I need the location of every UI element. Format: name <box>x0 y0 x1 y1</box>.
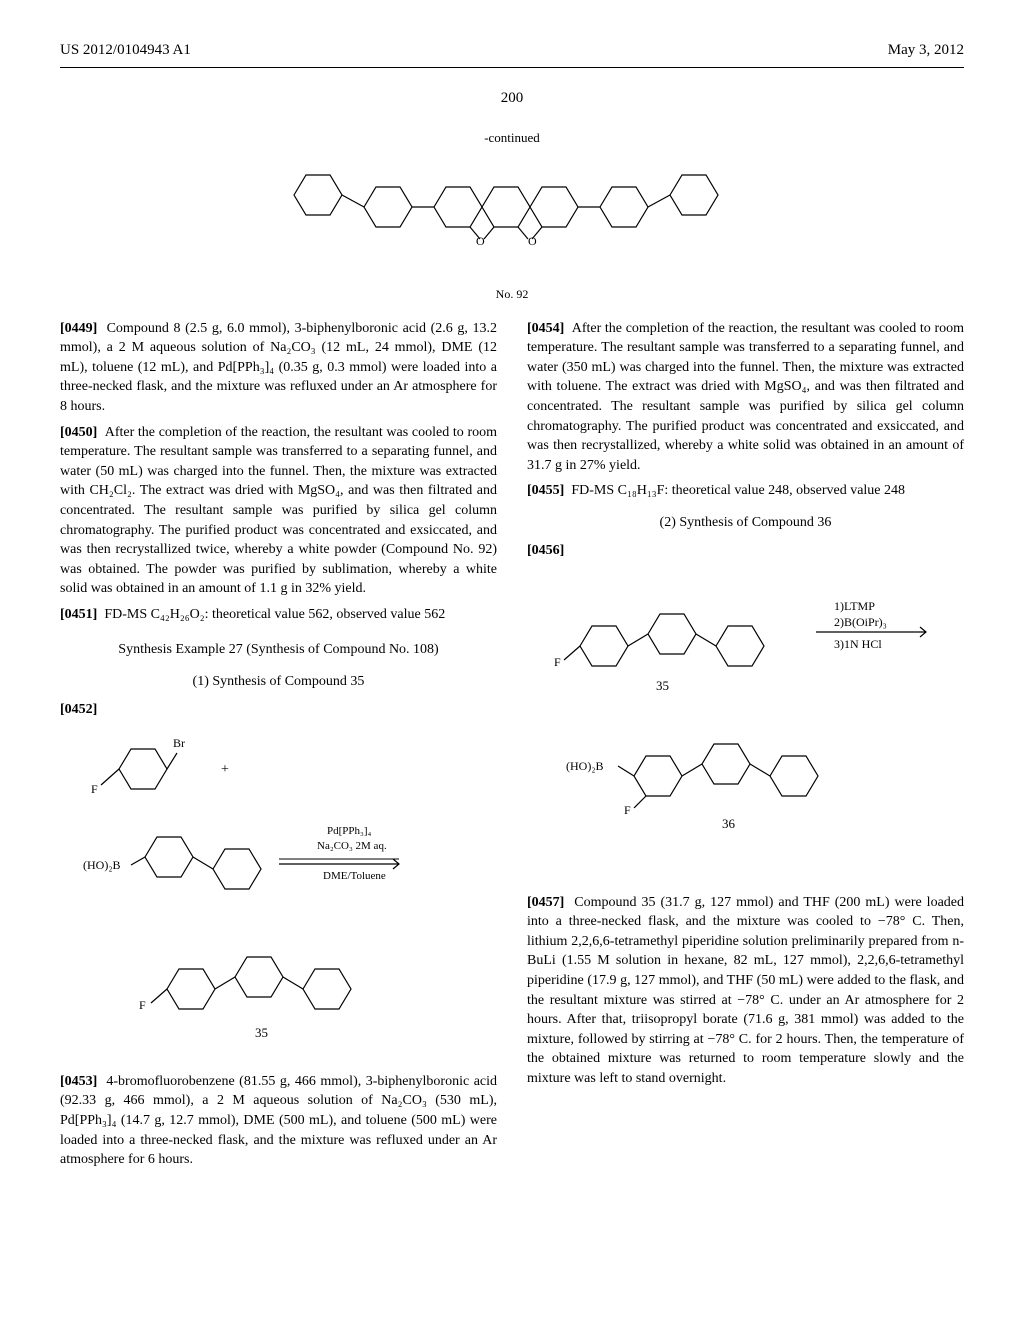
para-text: 4-bromofluorobenzene (81.55 g, 466 mmol)… <box>60 1074 497 1167</box>
svg-text:2)B(OiPr)₃: 2)B(OiPr)₃ <box>834 615 887 629</box>
para-ref: [0454] <box>527 321 564 336</box>
svg-text:36: 36 <box>722 816 736 831</box>
svg-text:Na₂CO₃ 2M aq.: Na₂CO₃ 2M aq. <box>317 840 387 852</box>
para-text: Compound 35 (31.7 g, 127 mmol) and THF (… <box>527 895 964 1086</box>
page-header: US 2012/0104943 A1 May 3, 2012 <box>60 40 964 61</box>
para-text: Compound 8 (2.5 g, 6.0 mmol), 3-biphenyl… <box>60 321 497 414</box>
scheme-35: F Br + (HO)₂B Pd[PPh₃]₄ <box>60 729 497 1056</box>
svg-text:F: F <box>91 782 98 796</box>
subsection-1-title: (1) Synthesis of Compound 35 <box>60 672 497 692</box>
svg-text:1)LTMP: 1)LTMP <box>834 599 875 613</box>
publication-date: May 3, 2012 <box>888 40 964 61</box>
para-text: After the completion of the reaction, th… <box>60 425 497 597</box>
para-text: FD-MS C₄₂H₂₆O₂: theoretical value 562, o… <box>104 607 445 622</box>
compound-92-label: No. 92 <box>60 286 964 303</box>
svg-text:35: 35 <box>255 1025 268 1040</box>
svg-text:(HO)₂B: (HO)₂B <box>566 759 604 773</box>
para-ref: [0451] <box>60 607 97 622</box>
compound-92-structure: O O No. 92 <box>60 157 964 302</box>
para-ref: [0449] <box>60 321 97 336</box>
paragraph-0450: [0450] After the completion of the react… <box>60 423 497 599</box>
svg-text:DME/Toluene: DME/Toluene <box>323 870 386 882</box>
subsection-2-title: (2) Synthesis of Compound 36 <box>527 513 964 533</box>
paragraph-0451: [0451] FD-MS C₄₂H₂₆O₂: theoretical value… <box>60 605 497 625</box>
svg-text:O: O <box>528 234 537 248</box>
patent-number: US 2012/0104943 A1 <box>60 40 191 61</box>
para-text: After the completion of the reaction, th… <box>527 321 964 473</box>
header-rule <box>60 67 964 68</box>
paragraph-0456: [0456] <box>527 541 964 561</box>
svg-text:3)1N HCl: 3)1N HCl <box>834 637 882 651</box>
continued-label: -continued <box>60 129 964 147</box>
svg-text:+: + <box>221 762 229 777</box>
scheme-36: F 35 1)LTMP 2)B(OiPr)₃ 3)1N HCl (HO)₂B <box>527 570 964 877</box>
svg-text:F: F <box>554 655 561 669</box>
paragraph-0449: [0449] Compound 8 (2.5 g, 6.0 mmol), 3-b… <box>60 319 497 417</box>
paragraph-0455: [0455] FD-MS C₁₈H₁₃F: theoretical value … <box>527 481 964 501</box>
paragraph-0454: [0454] After the completion of the react… <box>527 319 964 476</box>
svg-text:F: F <box>139 998 146 1012</box>
right-column: [0454] After the completion of the react… <box>527 319 964 1176</box>
para-ref: [0456] <box>527 543 564 558</box>
para-ref: [0452] <box>60 702 97 717</box>
paragraph-0457: [0457] Compound 35 (31.7 g, 127 mmol) an… <box>527 893 964 1089</box>
svg-text:35: 35 <box>656 678 669 693</box>
paragraph-0452: [0452] <box>60 700 497 720</box>
left-column: [0449] Compound 8 (2.5 g, 6.0 mmol), 3-b… <box>60 319 497 1176</box>
paragraph-0453: [0453] 4-bromofluorobenzene (81.55 g, 46… <box>60 1072 497 1170</box>
svg-text:(HO)₂B: (HO)₂B <box>83 858 121 872</box>
svg-text:F: F <box>624 803 631 817</box>
para-ref: [0453] <box>60 1074 97 1089</box>
svg-text:Br: Br <box>173 736 185 750</box>
para-ref: [0450] <box>60 425 97 440</box>
synthesis-example-title: Synthesis Example 27 (Synthesis of Compo… <box>60 640 497 660</box>
para-ref: [0457] <box>527 895 564 910</box>
para-text: FD-MS C₁₈H₁₃F: theoretical value 248, ob… <box>571 483 905 498</box>
page-number: 200 <box>60 88 964 109</box>
para-ref: [0455] <box>527 483 564 498</box>
svg-text:Pd[PPh₃]₄: Pd[PPh₃]₄ <box>327 825 372 837</box>
